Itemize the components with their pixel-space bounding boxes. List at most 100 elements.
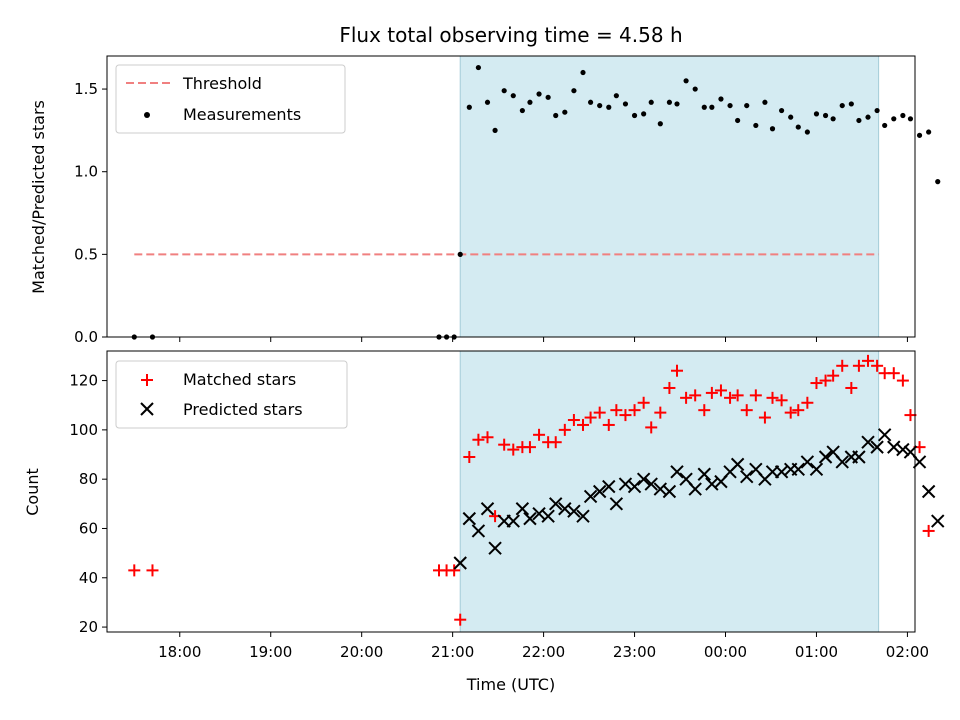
matched-star-point <box>463 450 476 463</box>
measurement-point <box>753 122 759 129</box>
predicted-star-point <box>549 497 563 511</box>
predicted-star-point <box>627 479 642 494</box>
bottom-plot-frame <box>106 350 916 633</box>
measurement-point <box>597 102 603 109</box>
measurement-point <box>519 107 525 114</box>
measurement-point <box>657 121 663 127</box>
matched-star-point <box>507 443 520 456</box>
matched-star-point <box>654 406 667 419</box>
predicted-star-point <box>791 462 805 477</box>
legend-predicted-swatch <box>140 402 154 416</box>
predicted-star-point <box>877 428 892 442</box>
matched-star-point <box>128 564 141 577</box>
predicted-star-point <box>576 509 590 523</box>
measurement-point <box>553 112 559 119</box>
matched-star-point <box>836 359 849 372</box>
predicted-star-point <box>818 450 833 464</box>
x-tick-label: 01:00 <box>795 643 838 661</box>
predicted-star-point <box>592 484 607 499</box>
y-tick-label: 60 <box>79 519 98 537</box>
predicted-star-point <box>567 504 581 518</box>
predicted-star-point <box>453 556 467 570</box>
predicted-star-point <box>896 442 910 457</box>
measurement-point <box>580 69 586 76</box>
matched-star-point <box>714 384 727 397</box>
bottom-legend-box <box>115 360 348 429</box>
legend-measurements-swatch <box>144 112 150 118</box>
x-tick-label: 20:00 <box>340 643 383 661</box>
matched-star-point <box>689 389 702 402</box>
matched-star-point <box>766 391 779 404</box>
measurement-point <box>795 124 801 130</box>
matched-star-point <box>922 524 935 537</box>
measurement-point <box>830 116 836 122</box>
legend-matched-label: Matched stars <box>183 370 296 389</box>
measurement-point <box>848 101 854 107</box>
measurement-point <box>692 86 698 92</box>
measurement-point <box>683 78 689 84</box>
bottom-legend: Matched stars Predicted stars <box>115 360 348 429</box>
x-tick-label: 00:00 <box>704 643 747 661</box>
measurement-point <box>718 96 724 102</box>
matched-star-point <box>810 377 823 390</box>
top-legend: Threshold Measurements <box>115 64 346 134</box>
measurement-point <box>916 132 923 138</box>
measurement-point <box>762 99 768 105</box>
measurement-point <box>510 93 516 99</box>
predicted-star-point <box>809 462 824 477</box>
measurement-point <box>891 116 897 122</box>
matched-star-point <box>862 354 875 367</box>
measurement-point <box>839 102 845 109</box>
measurement-point <box>769 126 776 132</box>
predicted-star-point <box>602 479 616 494</box>
matched-star-point <box>731 389 744 402</box>
predicted-star-point <box>697 467 711 481</box>
top-shaded-region <box>459 55 880 338</box>
matched-star-point <box>705 386 718 399</box>
y-tick-label: 80 <box>79 470 98 488</box>
measurement-point <box>666 99 673 105</box>
measurement-point <box>527 99 533 105</box>
matched-star-point <box>523 441 536 454</box>
measurement-point <box>492 127 498 133</box>
measurement-point <box>926 129 932 135</box>
measurement-point <box>674 101 680 107</box>
predicted-star-point <box>670 465 684 479</box>
matched-star-point <box>498 438 511 451</box>
predicted-star-point <box>730 457 745 472</box>
measurement-point <box>856 117 862 124</box>
predicted-star-point <box>912 455 927 469</box>
predicted-star-point <box>931 514 945 528</box>
measurement-point <box>562 109 568 115</box>
top-plot-frame <box>106 55 916 338</box>
measurement-point <box>778 107 785 114</box>
matched-star-point <box>448 564 461 577</box>
matched-star-point <box>549 436 562 449</box>
matched-star-point <box>784 406 797 419</box>
top-panel: 0.0 0.5 1.0 1.5 Matched/Predicted stars Thr… <box>29 55 941 346</box>
matched-star-point <box>775 394 788 407</box>
measurement-point <box>727 102 733 109</box>
measurement-point <box>606 104 612 110</box>
predicted-star-point <box>471 524 486 538</box>
top-y-axis-label: Matched/Predicted stars <box>29 100 48 294</box>
legend-matched-swatch <box>141 374 153 386</box>
x-tick-label: 19:00 <box>249 643 292 661</box>
matched-star-point <box>602 418 615 431</box>
matched-star-point <box>584 411 597 424</box>
predicted-star-point <box>921 484 936 499</box>
bottom-y-axis-label: Count <box>23 468 42 516</box>
x-tick-label: 22:00 <box>522 643 565 661</box>
predicted-star-point <box>488 541 502 555</box>
measurement-point <box>701 104 707 110</box>
predicted-star-point <box>835 455 849 469</box>
matched-star-point <box>454 613 467 626</box>
measurement-point <box>622 101 629 107</box>
matched-star-point <box>628 404 641 417</box>
measurement-point <box>882 122 888 129</box>
measurement-point <box>536 91 542 97</box>
matched-star-point <box>740 404 753 417</box>
matched-star-point <box>577 418 590 431</box>
predicted-star-point <box>583 489 598 504</box>
